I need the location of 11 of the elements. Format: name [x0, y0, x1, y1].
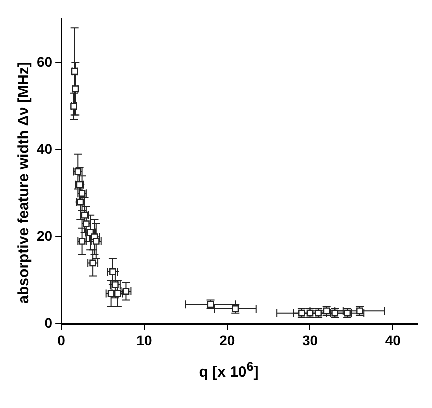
y-tick-label: 60 — [36, 54, 53, 70]
x-axis-title: q [x 10$^{6}$] — [199, 360, 259, 381]
y-tick-label: 0 — [44, 315, 53, 332]
x-tick-label: 40 — [385, 332, 402, 348]
x-tick-label: 30 — [302, 332, 318, 348]
x-tick-label: 10 — [136, 332, 152, 348]
y-tick-label: 20 — [36, 228, 53, 244]
x-tick-label: 20 — [220, 332, 236, 348]
y-tick-label: 40 — [36, 140, 53, 157]
x-tick-label: 0 — [58, 332, 66, 348]
y-axis-title: absorptive feature width Δν [MHz] — [16, 62, 32, 304]
